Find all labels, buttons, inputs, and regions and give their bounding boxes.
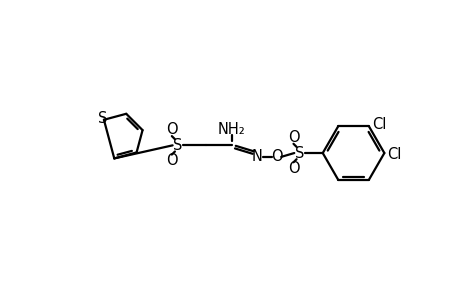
Text: S: S [294, 146, 304, 160]
Text: O: O [287, 161, 299, 176]
Text: NH₂: NH₂ [218, 122, 245, 137]
Text: N: N [252, 149, 262, 164]
Text: O: O [166, 122, 177, 137]
Text: O: O [287, 130, 299, 145]
Text: S: S [173, 138, 182, 153]
Text: O: O [270, 149, 282, 164]
Text: S: S [97, 112, 107, 127]
Text: Cl: Cl [371, 117, 386, 132]
Text: O: O [166, 153, 177, 168]
Text: Cl: Cl [386, 147, 401, 162]
